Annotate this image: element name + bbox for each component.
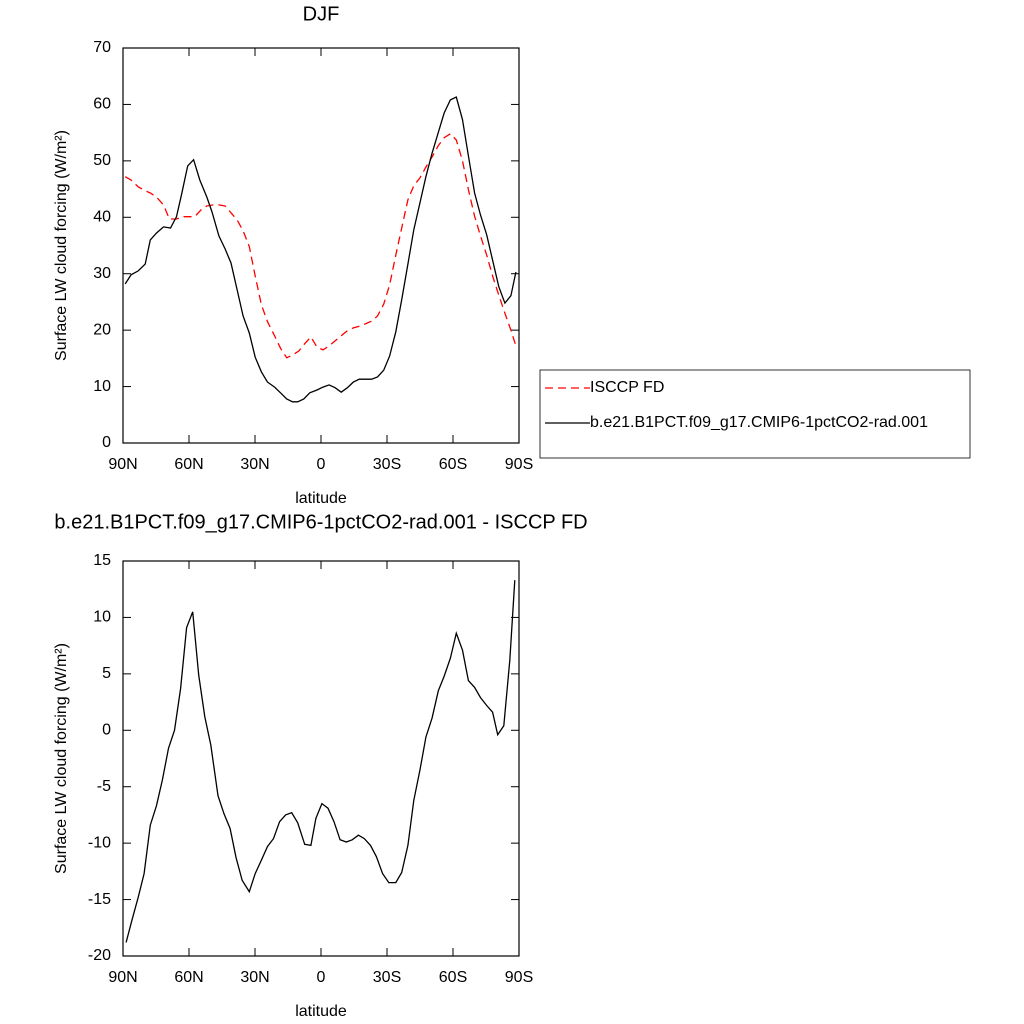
x-tick-label: 90S bbox=[505, 969, 533, 986]
y-tick-label: 5 bbox=[102, 665, 111, 682]
y-tick-label: 10 bbox=[93, 609, 111, 626]
x-axis-label: latitude bbox=[295, 1003, 347, 1020]
x-tick-label: 60N bbox=[174, 969, 203, 986]
data-line bbox=[125, 580, 516, 943]
y-tick-label: 50 bbox=[93, 152, 111, 169]
y-tick-label: 60 bbox=[93, 96, 111, 113]
data-line bbox=[124, 132, 517, 359]
y-tick-label: -20 bbox=[88, 947, 111, 964]
x-tick-label: 90N bbox=[108, 969, 137, 986]
x-tick-label: 0 bbox=[317, 456, 326, 473]
x-tick-label: 90S bbox=[505, 456, 533, 473]
y-tick-label: 20 bbox=[93, 321, 111, 338]
y-axis-label: Surface LW cloud forcing (W/m²) bbox=[53, 643, 70, 874]
x-tick-label: 90N bbox=[108, 456, 137, 473]
plot-frame bbox=[122, 47, 520, 444]
y-tick-label: 0 bbox=[102, 434, 111, 451]
legend-label: ISCCP FD bbox=[590, 379, 664, 396]
y-tick-label: 10 bbox=[93, 378, 111, 395]
x-axis-label: latitude bbox=[295, 490, 347, 507]
chart-title: b.e21.B1PCT.f09_g17.CMIP6-1pctCO2-rad.00… bbox=[54, 511, 587, 533]
x-tick-label: 60S bbox=[439, 456, 467, 473]
y-axis-label: Surface LW cloud forcing (W/m²) bbox=[53, 130, 70, 361]
y-tick-label: -10 bbox=[88, 834, 111, 851]
legend-box bbox=[539, 369, 971, 459]
y-tick-label: -15 bbox=[88, 891, 111, 908]
x-tick-label: 60S bbox=[439, 969, 467, 986]
y-tick-label: -5 bbox=[97, 778, 111, 795]
x-tick-label: 30N bbox=[240, 969, 269, 986]
y-tick-label: 0 bbox=[102, 722, 111, 739]
x-tick-label: 30S bbox=[373, 456, 401, 473]
x-tick-label: 30N bbox=[240, 456, 269, 473]
chart-title: DJF bbox=[303, 3, 340, 25]
x-tick-label: 60N bbox=[174, 456, 203, 473]
y-tick-label: 70 bbox=[93, 39, 111, 56]
x-tick-label: 30S bbox=[373, 969, 401, 986]
y-tick-label: 30 bbox=[93, 265, 111, 282]
data-line bbox=[124, 96, 517, 403]
legend-label: b.e21.B1PCT.f09_g17.CMIP6-1pctCO2-rad.00… bbox=[590, 414, 928, 431]
y-tick-label: 40 bbox=[93, 209, 111, 226]
plot-frame bbox=[122, 560, 520, 957]
y-tick-label: 15 bbox=[93, 552, 111, 569]
x-tick-label: 0 bbox=[317, 969, 326, 986]
